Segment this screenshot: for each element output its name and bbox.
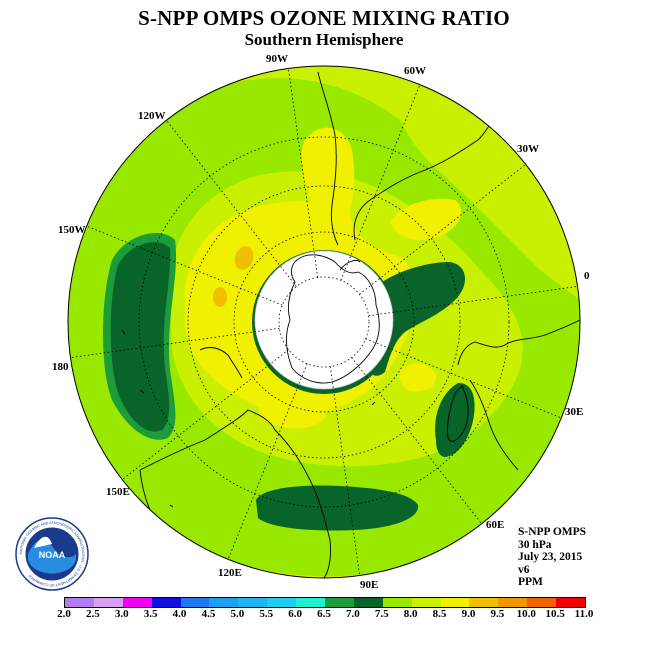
- label-90w: 90W: [266, 53, 288, 65]
- antarctica-coastline: [285, 254, 380, 384]
- color-scale-segment: [498, 598, 528, 607]
- contour-level-6-5-7-0-west-core: [110, 242, 171, 432]
- longitude-labels: 90W 60W 30W 0 30E 60E 90E 120E 150E 180 …: [52, 53, 590, 591]
- label-30w: 30W: [517, 143, 539, 155]
- color-scale-segment: [353, 598, 383, 607]
- page-subtitle: Southern Hemisphere: [244, 30, 404, 49]
- contour-level-6-5-7-0-pole: [368, 262, 466, 376]
- label-0: 0: [584, 270, 590, 282]
- color-scale-tick-label: 9.0: [461, 608, 476, 620]
- color-scale-segment: [469, 598, 499, 607]
- map-boundary: [67, 65, 581, 579]
- label-120e: 120E: [218, 567, 242, 579]
- color-scale-tick-label: 5.0: [230, 608, 245, 620]
- label-120w: 120W: [138, 110, 166, 122]
- label-150w: 150W: [58, 224, 86, 236]
- color-scale-tick-label: 6.0: [288, 608, 302, 620]
- info-instrument: S-NPP OMPS: [518, 526, 587, 538]
- color-scale-segment: [411, 598, 441, 607]
- meridian-line: [86, 225, 283, 306]
- color-scale-tick-label: 11.0: [574, 608, 594, 620]
- color-scale-ticks: 2.0 2.5 3.0 3.5 4.0 4.5 5.0 5.5 6.0 6.5 7.0 7.5 8.0 8…: [0, 608, 648, 622]
- info-date: July 23, 2015: [518, 551, 583, 563]
- color-scale-bar: [64, 597, 586, 608]
- contour-level-8-0-8-5-patch-3: [259, 398, 326, 429]
- contour-level-6-5-7-0-south: [256, 485, 419, 531]
- color-scale-segment: [556, 598, 586, 607]
- info-version: v6: [518, 563, 530, 576]
- south-america-coastline: [317, 71, 503, 246]
- latitude-graticule: [138, 136, 510, 508]
- product-info: S-NPP OMPS 30 hPa July 23, 2015 v6 PPM: [518, 526, 586, 589]
- page-title: S-NPP OMPS OZONE MIXING RATIO: [138, 6, 510, 30]
- noaa-logo: NOAA NATIONAL OCEANIC AND ATMOSPHERIC AD…: [15, 517, 89, 591]
- meridian-line: [329, 366, 361, 576]
- color-scale-segment: [122, 598, 152, 607]
- info-units: PPM: [518, 576, 543, 588]
- meridian-line: [340, 84, 421, 281]
- meridian-line: [122, 349, 289, 480]
- meridian-line: [166, 120, 297, 287]
- color-scale-segment: [238, 598, 268, 607]
- noaa-logo-text: NOAA: [39, 550, 66, 560]
- color-scale-tick-label: 10.0: [516, 608, 536, 620]
- color-scale-tick-label: 10.5: [545, 608, 565, 620]
- color-scale-tick-label: 6.5: [317, 608, 331, 620]
- color-scale-tick-label: 3.0: [114, 608, 129, 620]
- color-scale-tick-label: 4.0: [172, 608, 187, 620]
- contour-level-8-5-9-0: [234, 246, 254, 270]
- color-scale-segment: [527, 598, 557, 607]
- meridian-line: [368, 285, 578, 317]
- color-scale-tick-label: 3.5: [143, 608, 158, 620]
- color-scale-tick-label: 2.0: [57, 608, 71, 620]
- new-zealand-coastline: [199, 347, 243, 379]
- color-scale-segment: [209, 598, 239, 607]
- contour-level-8-0-8-5-patch-2: [399, 363, 437, 392]
- color-scale-segment: [93, 598, 123, 607]
- meridian-line: [365, 338, 562, 419]
- polar-night-mask: [254, 250, 394, 390]
- color-scale-segment: [440, 598, 470, 607]
- madagascar-coastline: [447, 385, 469, 442]
- color-scale-tick-label: 8.5: [432, 608, 447, 620]
- label-60e: 60E: [486, 519, 504, 531]
- contour-level-6-5-7-0-east: [435, 382, 475, 457]
- longitude-graticule: [70, 68, 578, 576]
- info-level: 30 hPa: [518, 538, 552, 551]
- label-60w: 60W: [404, 65, 426, 77]
- label-30e: 30E: [565, 406, 583, 418]
- coastlines: [121, 71, 580, 578]
- africa-coastline: [457, 319, 580, 471]
- color-scale-segment: [382, 598, 412, 607]
- color-scale-tick-label: 8.0: [403, 608, 418, 620]
- color-scale-segment: [296, 598, 326, 607]
- color-scale-segment: [151, 598, 181, 607]
- label-90e: 90E: [360, 579, 378, 591]
- color-scale-segment: [267, 598, 297, 607]
- color-scale-tick-label: 7.0: [346, 608, 360, 620]
- label-150e: 150E: [106, 486, 130, 498]
- color-scale-tick-label: 5.5: [259, 608, 274, 620]
- meridian-line: [227, 363, 308, 560]
- color-scale-tick-label: 4.5: [201, 608, 216, 620]
- contour-level-8-0-8-5-patch: [390, 198, 462, 240]
- color-scale-tick-label: 9.5: [490, 608, 505, 620]
- contour-level-8-0-8-5-streak: [301, 127, 355, 235]
- contour-level-8-5-9-0: [213, 287, 227, 307]
- color-scale-segment: [325, 598, 354, 607]
- color-scale-tick-label: 7.5: [374, 608, 389, 620]
- label-180: 180: [52, 361, 69, 373]
- color-scale-segment: [65, 598, 94, 607]
- color-scale-segment: [180, 598, 210, 607]
- color-scale-tick-label: 2.5: [86, 608, 100, 620]
